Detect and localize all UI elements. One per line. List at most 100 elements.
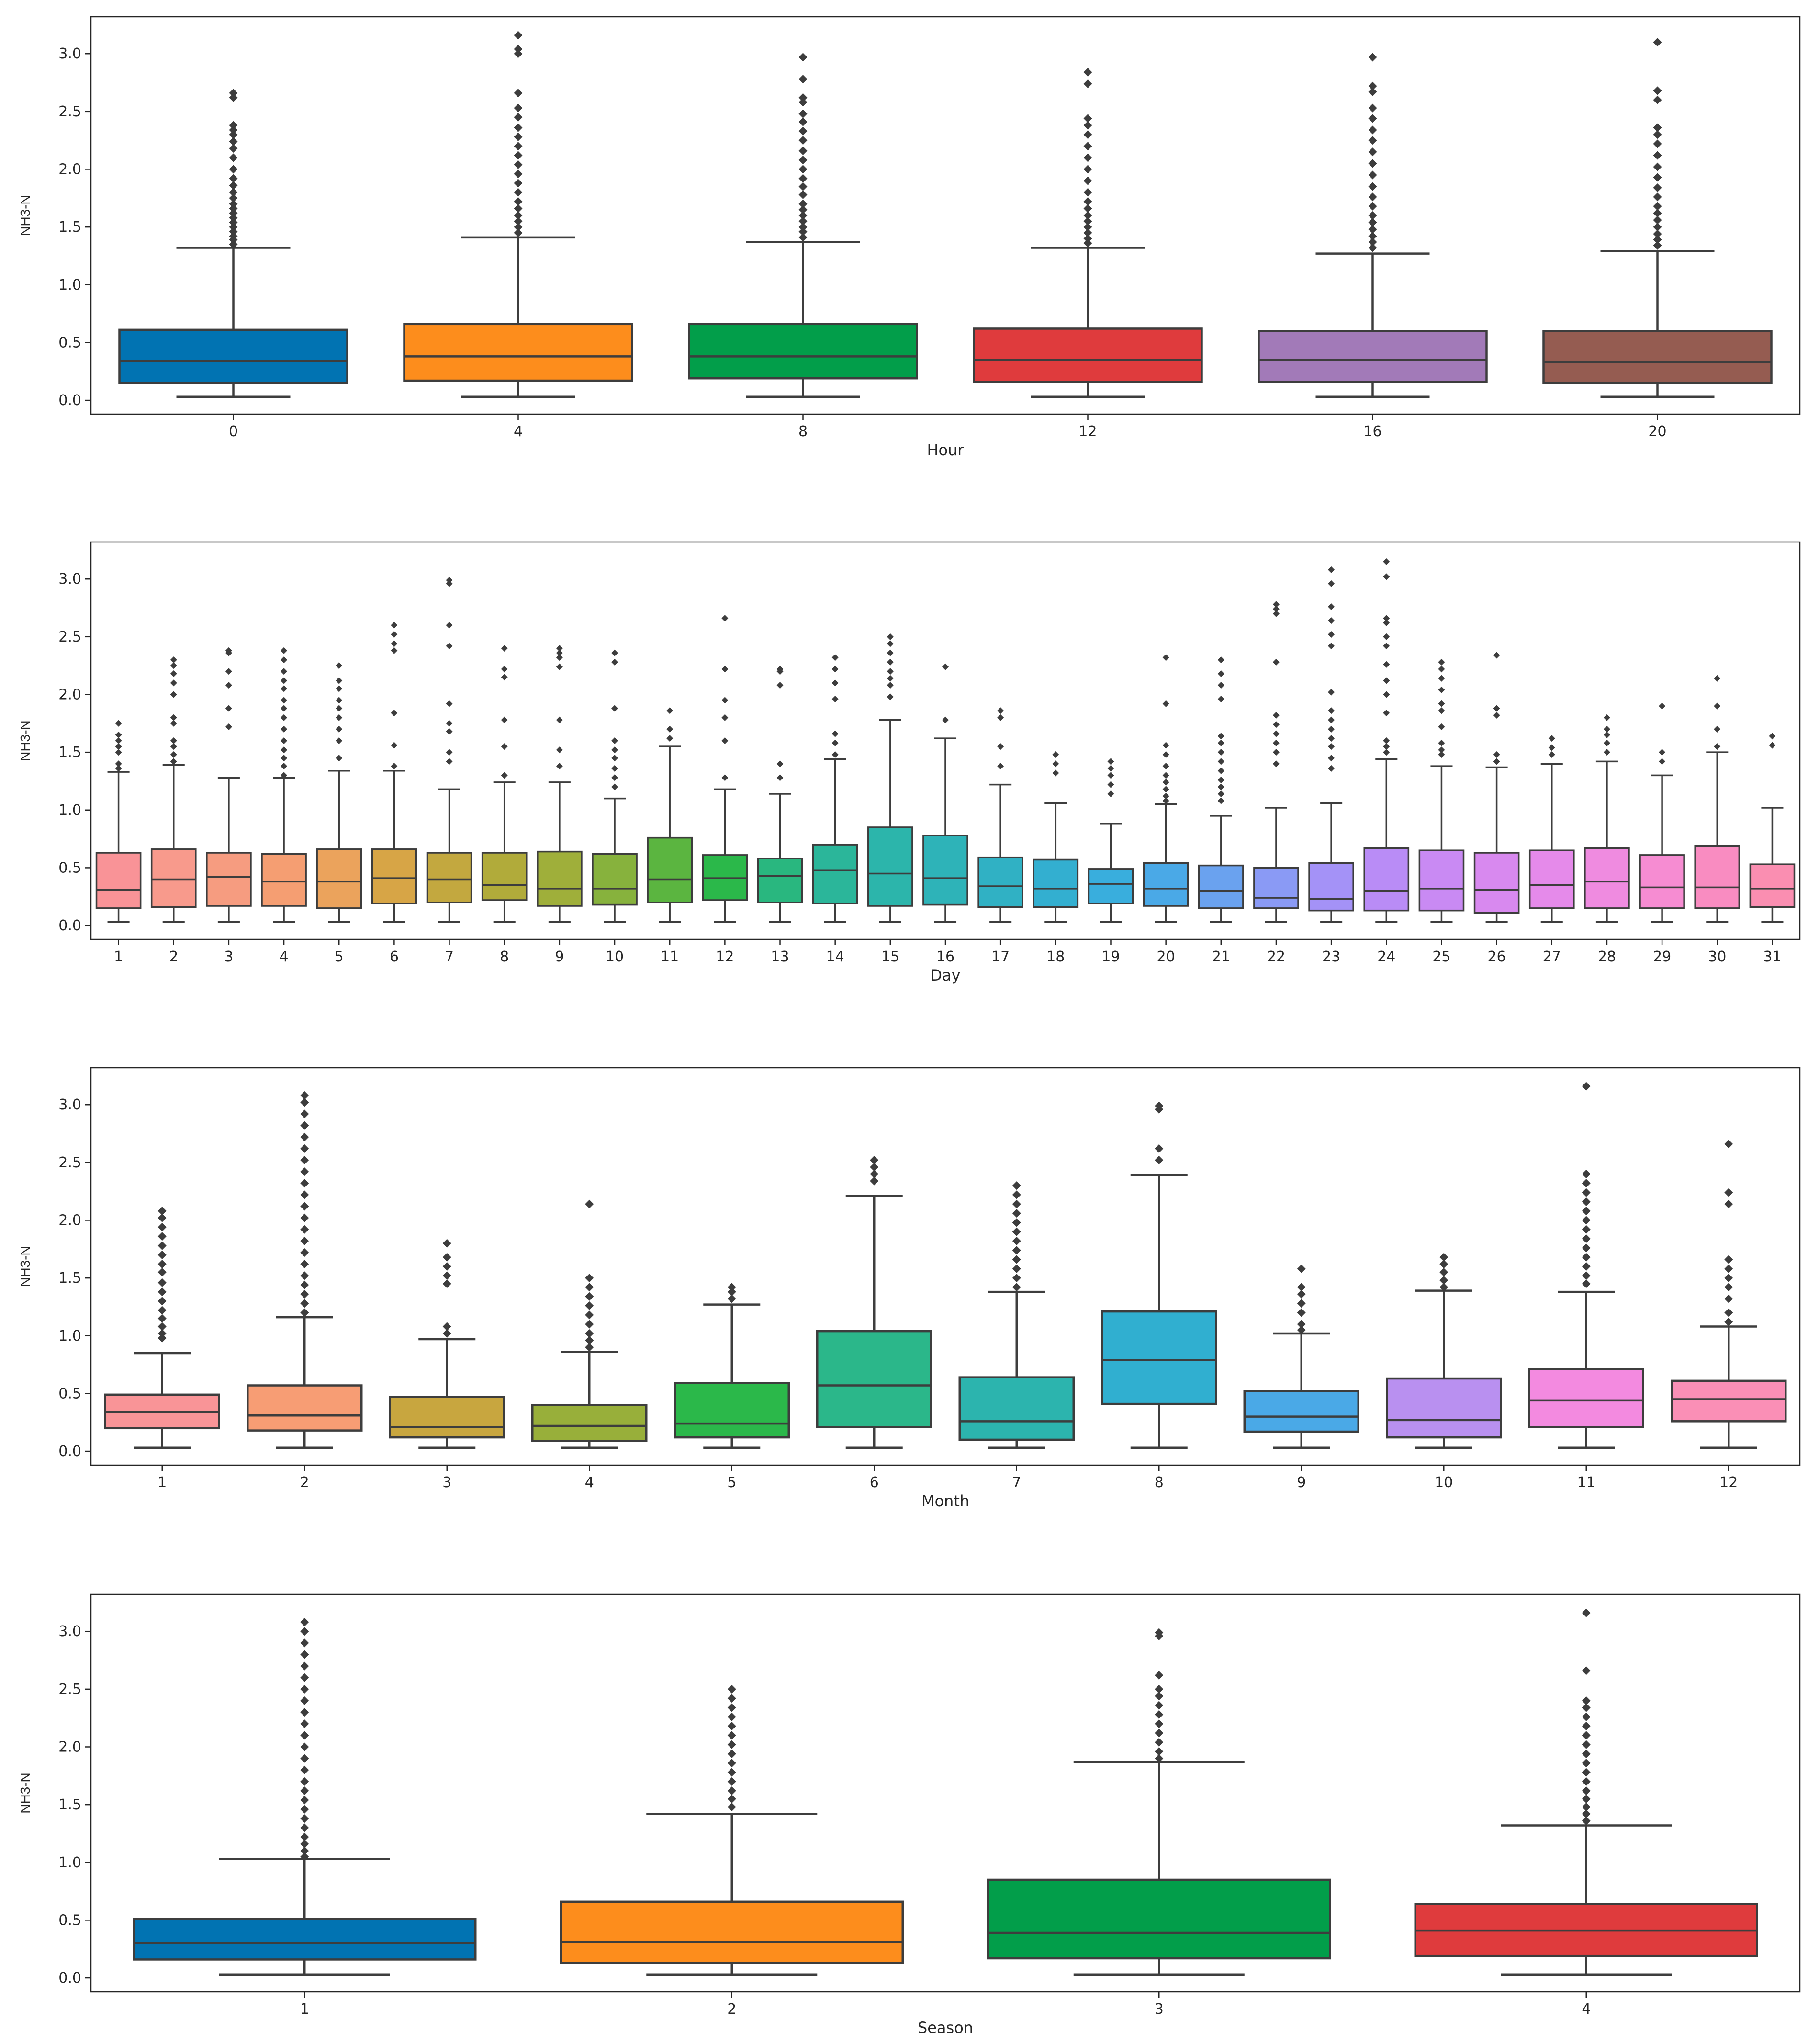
iqr-box xyxy=(1101,1310,1217,1405)
outlier-point xyxy=(300,1213,309,1222)
outlier-point xyxy=(798,98,808,107)
box-day-14 xyxy=(812,654,858,923)
outlier-point xyxy=(229,174,238,183)
outlier-point xyxy=(300,1805,309,1814)
outlier-point xyxy=(1052,751,1059,758)
outlier-point xyxy=(1162,742,1169,749)
outlier-point xyxy=(1083,217,1092,226)
outlier-point xyxy=(1162,797,1169,804)
box-day-18 xyxy=(1033,751,1079,923)
outlier-point xyxy=(1272,721,1280,728)
outlier-point xyxy=(514,89,523,98)
outlier-point xyxy=(1083,238,1092,248)
outlier-point xyxy=(501,772,508,779)
y-tick-label: 0.0 xyxy=(58,1970,81,1987)
outlier-point xyxy=(229,209,238,218)
x-axis-label: Season xyxy=(918,2019,973,2037)
outlier-point xyxy=(300,1248,309,1257)
x-tick-label: 4 xyxy=(585,1474,594,1491)
outlier-point xyxy=(1653,162,1662,171)
outlier-point xyxy=(1653,209,1662,218)
outlier-point xyxy=(157,1287,167,1297)
outlier-point xyxy=(170,662,177,669)
box-season-2 xyxy=(560,1684,904,1976)
iqr-box xyxy=(403,323,633,382)
x-tick-label: 26 xyxy=(1488,949,1506,965)
outlier-point xyxy=(1328,689,1335,696)
outlier-point xyxy=(1012,1274,1021,1283)
outlier-point xyxy=(115,765,122,772)
outlier-point xyxy=(157,1241,167,1250)
outlier-point xyxy=(300,1823,309,1832)
outlier-point xyxy=(1368,147,1377,157)
box-day-6 xyxy=(371,621,417,923)
iqr-box xyxy=(1088,868,1134,904)
outlier-point xyxy=(229,121,238,130)
outlier-point xyxy=(1582,1207,1591,1216)
outlier-point xyxy=(170,670,177,678)
outlier-point xyxy=(281,656,288,664)
outlier-point xyxy=(1107,772,1114,779)
outlier-point xyxy=(831,730,839,737)
outlier-point xyxy=(585,1336,594,1345)
outlier-point xyxy=(300,1617,309,1626)
x-tick-label: 12 xyxy=(1078,423,1097,440)
x-tick-label: 8 xyxy=(798,423,808,440)
outlier-point xyxy=(1328,743,1335,750)
outlier-point xyxy=(727,1768,736,1777)
outlier-point xyxy=(611,783,618,790)
outlier-point xyxy=(1083,228,1092,237)
box-month-8 xyxy=(1101,1101,1217,1449)
outlier-point xyxy=(1155,1710,1164,1719)
outlier-point xyxy=(798,205,808,214)
x-tick-label: 7 xyxy=(1012,1474,1021,1491)
outlier-point xyxy=(1107,765,1114,772)
y-axis-label: NH3-N xyxy=(18,720,33,761)
outlier-point xyxy=(1217,797,1224,804)
outlier-point xyxy=(721,666,729,673)
x-tick-label: 2 xyxy=(169,949,178,965)
box-month-6 xyxy=(816,1156,932,1449)
outlier-point xyxy=(887,682,894,689)
outlier-point xyxy=(1653,123,1662,132)
outlier-point xyxy=(1438,751,1445,758)
outlier-point xyxy=(514,49,523,58)
outlier-point xyxy=(1582,1243,1591,1253)
outlier-point xyxy=(585,1310,594,1320)
outlier-point xyxy=(170,720,177,727)
outlier-point xyxy=(556,654,563,661)
x-tick-label: 5 xyxy=(335,949,344,965)
outlier-point xyxy=(225,647,232,654)
outlier-point xyxy=(300,1777,309,1786)
outlier-point xyxy=(1155,1156,1164,1165)
x-tick-label: 1 xyxy=(157,1474,167,1491)
outlier-point xyxy=(1724,1294,1733,1303)
outlier-point xyxy=(1368,159,1377,168)
outlier-point xyxy=(666,735,674,742)
outlier-point xyxy=(1297,1289,1306,1299)
iqr-box xyxy=(426,852,472,903)
outlier-point xyxy=(300,1708,309,1717)
iqr-box xyxy=(1749,863,1796,908)
box-day-10 xyxy=(592,649,638,923)
outlier-point xyxy=(1582,1749,1591,1758)
x-tick-label: 1 xyxy=(300,2001,309,2018)
y-tick-label: 0.5 xyxy=(58,1912,81,1929)
outlier-point xyxy=(281,763,288,770)
outlier-point xyxy=(229,153,238,162)
outlier-point xyxy=(446,758,453,765)
x-tick-label: 20 xyxy=(1157,949,1175,965)
outlier-point xyxy=(157,1306,167,1315)
outlier-point xyxy=(300,1731,309,1740)
outlier-point xyxy=(157,1213,167,1222)
outlier-point xyxy=(727,1749,736,1758)
outlier-point xyxy=(281,772,288,779)
outlier-point xyxy=(1083,211,1092,220)
y-tick-label: 0.0 xyxy=(58,392,81,409)
outlier-point xyxy=(1155,1754,1164,1763)
outlier-point xyxy=(1328,735,1335,742)
outlier-point xyxy=(300,1271,309,1280)
outlier-point xyxy=(1297,1264,1306,1273)
outlier-point xyxy=(1328,725,1335,733)
outlier-point xyxy=(1368,202,1377,211)
